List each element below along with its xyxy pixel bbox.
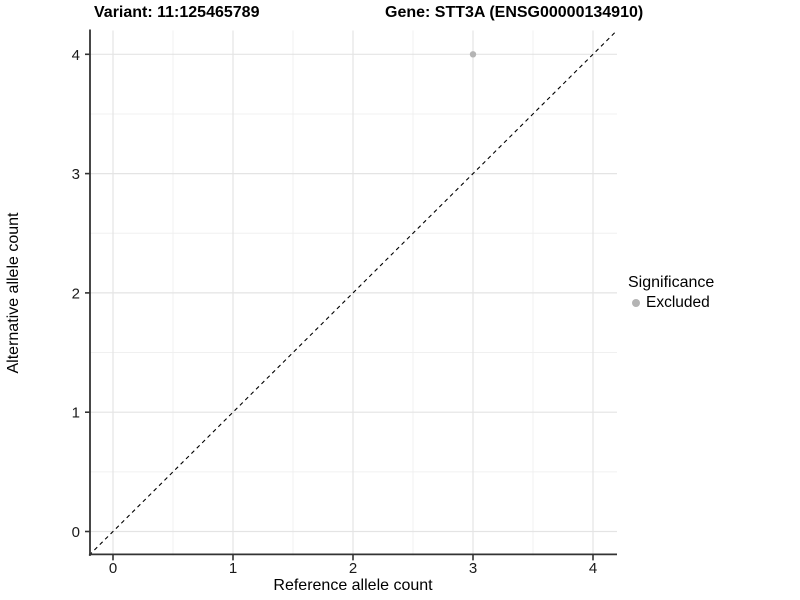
plot-title-variant: Variant: 11:125465789 — [94, 4, 260, 21]
y-tick-label: 4 — [72, 47, 80, 64]
x-tick-label: 1 — [229, 560, 237, 577]
legend-title: Significance — [628, 274, 715, 291]
plot-title-gene: Gene: STT3A (ENSG00000134910) — [385, 4, 644, 21]
y-tick-label: 3 — [72, 166, 80, 183]
y-tick-label: 2 — [72, 285, 80, 302]
legend-item-excluded: Excluded — [628, 294, 714, 312]
legend-point-icon — [632, 299, 640, 307]
x-tick-label: 4 — [589, 560, 597, 577]
legend: Significance Excluded — [628, 273, 714, 312]
x-tick-label: 3 — [469, 560, 477, 577]
identity-dashed-line — [88, 30, 618, 556]
x-tick-label: 2 — [349, 560, 357, 577]
y-tick-label: 0 — [72, 524, 80, 541]
x-axis-title: Reference allele count — [273, 577, 433, 594]
y-axis-title: Alternative allele count — [5, 212, 22, 374]
y-tick-label: 1 — [72, 405, 80, 422]
data-point — [469, 51, 477, 58]
x-tick-label: 0 — [109, 560, 117, 577]
legend-item-label: Excluded — [646, 294, 710, 311]
